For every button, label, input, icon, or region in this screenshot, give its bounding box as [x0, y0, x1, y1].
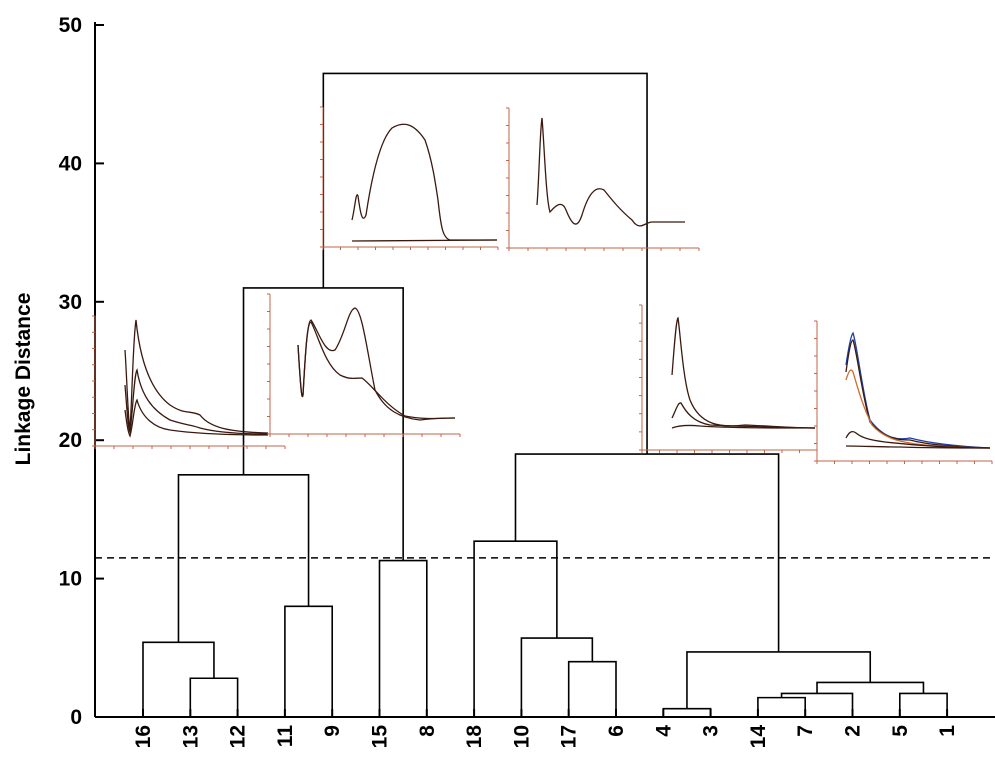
leaf-label: 15	[369, 725, 392, 749]
leaf-label: 13	[179, 725, 202, 748]
leaf-label: 5	[889, 725, 912, 737]
leaf-label: 14	[747, 725, 770, 749]
inset-6	[814, 320, 993, 464]
inset-2-curve-2	[297, 321, 456, 420]
y-tick-label: 30	[59, 291, 82, 314]
inset-6-axes	[814, 320, 993, 464]
dendrogram-link	[189, 677, 239, 717]
leaf-label: 7	[794, 725, 817, 737]
inset-5-axes	[639, 304, 818, 453]
dendrogram-link	[520, 637, 594, 717]
inset-5	[639, 304, 818, 453]
dendrogram-link	[816, 681, 925, 694]
inset-6-curve-5	[845, 445, 991, 449]
leaf-label: 3	[700, 725, 723, 737]
inset-5-curve-2	[671, 402, 816, 429]
dendrogram-link	[899, 692, 948, 717]
dendrogram-link	[757, 696, 806, 717]
inset-6-curve-2	[845, 339, 991, 449]
y-tick-label: 0	[70, 706, 82, 729]
inset-1-curve-2	[124, 368, 269, 435]
inset-5-curve-3	[671, 424, 816, 429]
inset-4-axes	[506, 107, 700, 251]
inset-3-axes	[320, 106, 499, 250]
dendrogram-link	[514, 453, 780, 652]
leaf-label: 4	[652, 725, 675, 737]
leaf-label: 8	[416, 725, 439, 737]
dendrogram-link	[473, 540, 558, 717]
leaf-label: 16	[132, 725, 155, 748]
dendrogram-link	[686, 651, 872, 709]
y-tick-label: 40	[59, 152, 82, 175]
leaf-label: 10	[510, 725, 533, 748]
dendrogram-link	[567, 660, 617, 717]
inset-1-curve-3	[124, 398, 269, 438]
leaf-label: 18	[463, 725, 486, 749]
inset-1	[92, 315, 286, 449]
dendrogram-link	[662, 707, 712, 717]
leaf-label: 17	[558, 725, 581, 748]
inset-6-curve-1	[845, 331, 991, 449]
inset-2	[267, 293, 461, 437]
dendrogram-link	[284, 605, 333, 717]
inset-4-curve-1	[536, 117, 685, 227]
dendrogram-link	[142, 641, 215, 717]
inset-3	[320, 106, 499, 250]
leaf-label: 11	[274, 725, 297, 748]
inset-2-axes	[267, 293, 461, 437]
leaf-label: 2	[842, 725, 865, 737]
inset-1-curve-1	[124, 319, 269, 434]
inset-3-curve-1	[351, 123, 497, 241]
inset-4	[506, 107, 700, 251]
leaf-label: 12	[227, 725, 250, 748]
y-tick-label: 20	[59, 429, 82, 452]
y-tick-label: 10	[59, 568, 82, 591]
dendrogram-link	[378, 559, 428, 717]
inset-2-curve-1	[297, 307, 456, 421]
leaf-label: 6	[605, 725, 628, 737]
leaf-label: 9	[321, 725, 344, 737]
inset-1-axes	[92, 315, 286, 449]
dendrogram-link	[322, 72, 648, 455]
inset-6-curve-4	[845, 431, 991, 449]
leaf-label: 1	[936, 725, 959, 737]
inset-5-curve-1	[671, 316, 816, 429]
inset-3-curve-2	[351, 239, 498, 242]
y-axis-title: Linkage Distance	[12, 293, 35, 466]
y-tick-label: 50	[59, 14, 82, 37]
